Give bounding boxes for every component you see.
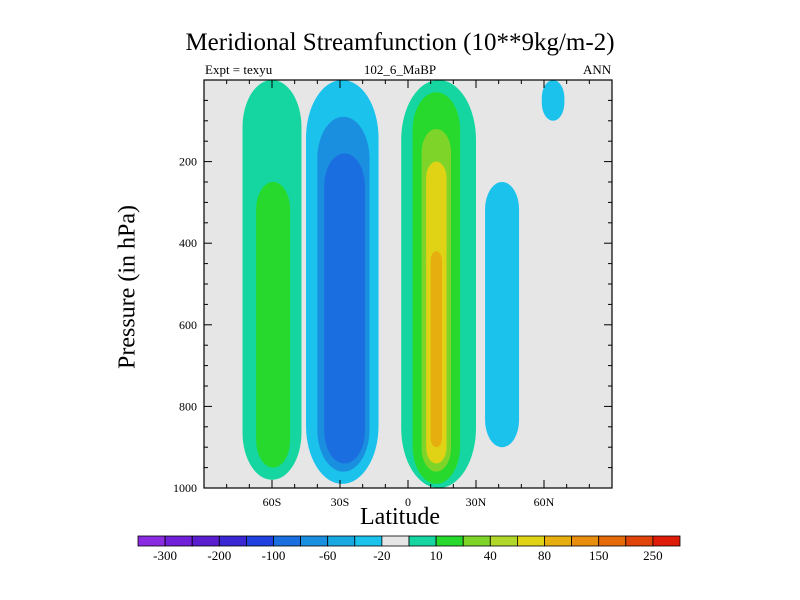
x-tick-label: 60N: [534, 495, 555, 509]
colorbar-swatch: [300, 535, 329, 547]
colorbar-swatch: [435, 535, 464, 547]
y-tick-label: 600: [179, 318, 197, 332]
colorbar-swatch: [273, 535, 302, 547]
colorbar-swatch: [544, 535, 573, 547]
y-tick-label: 400: [179, 236, 197, 250]
colorbar-label: 250: [643, 548, 663, 563]
contour-region-tropical-positive-core: [430, 251, 442, 448]
colorbar-swatch: [571, 535, 600, 547]
colorbar-swatch: [598, 535, 627, 547]
colorbar-swatch: [191, 535, 220, 547]
y-tick-label: 200: [179, 155, 197, 169]
y-tick-label: 800: [179, 399, 197, 413]
colorbar-label: -100: [262, 548, 286, 563]
colorbar-swatch: [408, 535, 437, 547]
x-tick-label: 30S: [331, 495, 350, 509]
colorbar-swatch: [652, 535, 681, 547]
colorbar-swatch: [354, 535, 383, 547]
x-tick-label: 30N: [466, 495, 487, 509]
colorbar-swatch: [462, 535, 491, 547]
colorbar-swatch: [517, 535, 545, 547]
contour-region-southern-hemisphere-positive-core: [256, 182, 291, 468]
colorbar-swatch: [381, 535, 410, 547]
x-axis-label: Latitude: [360, 504, 440, 530]
colorbar-label: -20: [373, 548, 390, 563]
contour-region-arctic-negative-cell: [541, 80, 565, 121]
colorbar-label: 40: [484, 548, 497, 563]
experiment-label: Expt = texyu: [205, 62, 273, 77]
contour-region-northern-negative-cell: [485, 182, 520, 448]
colorbar-swatch: [625, 535, 654, 547]
colorbar-label: 10: [430, 548, 443, 563]
chart-title: Meridional Streamfunction (10**9kg/m-2): [185, 29, 615, 56]
colorbar-label: 150: [589, 548, 609, 563]
colorbar-label: -200: [207, 548, 231, 563]
colorbar-label: -300: [153, 548, 177, 563]
y-tick-label: 1000: [173, 481, 197, 495]
colorbar-label: 80: [538, 548, 551, 563]
colorbar-swatch: [327, 535, 356, 547]
colorbar-label: -60: [319, 548, 336, 563]
contour-region-southern-negative-core: [324, 153, 365, 464]
x-tick-label: 60S: [263, 495, 282, 509]
colorbar-swatch: [245, 535, 274, 547]
season-label: ANN: [583, 62, 612, 77]
colorbar-swatch: [137, 535, 166, 547]
colorbar-swatch: [218, 535, 247, 547]
colorbar-swatch: [164, 535, 193, 547]
colorbar-swatch: [489, 535, 518, 547]
chart-subtitle: 102_6_MaBP: [363, 62, 437, 77]
x-tick-label: 0: [405, 495, 411, 509]
